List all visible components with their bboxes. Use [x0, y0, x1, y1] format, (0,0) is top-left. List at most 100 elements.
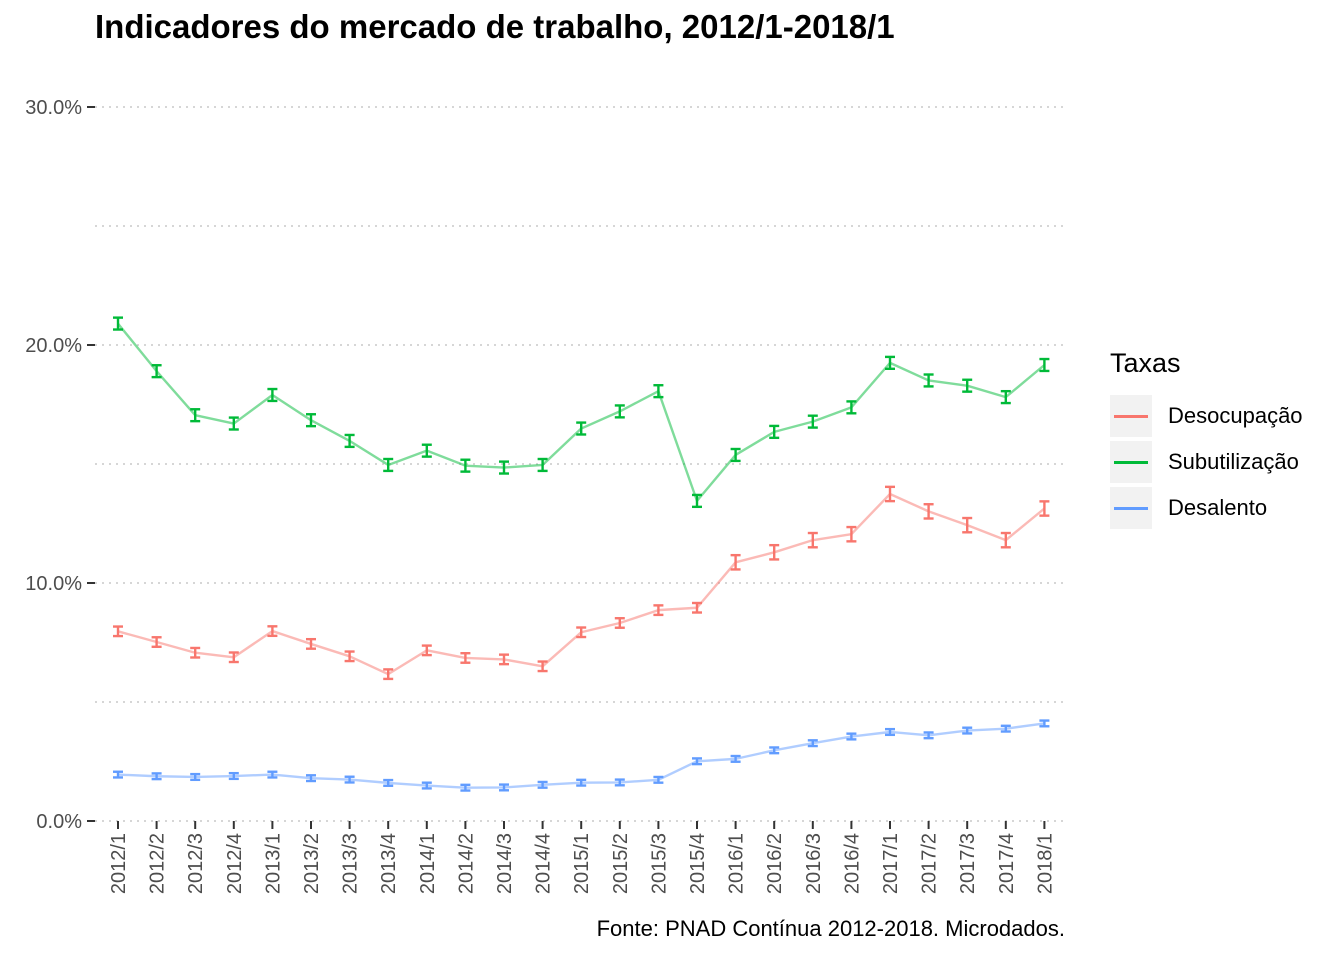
- error-bar: [306, 774, 316, 783]
- error-bar: [769, 543, 780, 561]
- error-bar: [1000, 531, 1011, 549]
- series-3: [113, 719, 1050, 792]
- legend: Taxas Desocupação Subutilização Desalento: [1110, 348, 1303, 531]
- legend-label: Desocupação: [1168, 403, 1303, 428]
- error-bar: [692, 601, 702, 614]
- error-bar: [421, 644, 432, 657]
- series-line: [117, 492, 1046, 676]
- x-tick-label: 2012/1: [108, 833, 130, 894]
- error-bar: [421, 781, 432, 790]
- y-tick-label: 20.0%: [25, 335, 82, 357]
- error-bar: [807, 739, 818, 748]
- x-tick-label: 2017/1: [880, 833, 902, 894]
- legend-key: [1110, 395, 1152, 437]
- error-bar: [846, 732, 857, 741]
- error-bar: [267, 625, 278, 638]
- error-bar: [846, 525, 857, 543]
- error-bar: [344, 775, 355, 784]
- error-bar: [460, 783, 471, 792]
- series-1: [113, 485, 1050, 681]
- error-bar: [846, 400, 857, 415]
- error-bar: [1000, 724, 1011, 733]
- series-line: [117, 322, 1046, 503]
- series-2: [113, 316, 1050, 509]
- y-tick-label: 10.0%: [25, 573, 82, 595]
- x-tick-label: 2013/4: [378, 833, 400, 894]
- error-bar: [614, 617, 625, 629]
- source-caption: Fonte: PNAD Contínua 2012-2018. Microdad…: [596, 916, 1065, 941]
- error-bar: [807, 531, 818, 549]
- x-tick-label: 2017/2: [919, 833, 941, 894]
- error-bar: [228, 416, 239, 431]
- error-bar: [499, 783, 509, 792]
- error-bar: [267, 387, 278, 403]
- error-bar: [885, 485, 895, 503]
- x-tick-label: 2016/4: [841, 833, 863, 894]
- error-bar: [537, 780, 548, 789]
- x-tick-label: 2013/2: [301, 833, 323, 894]
- x-tick-label: 2015/3: [648, 833, 670, 894]
- error-bar: [151, 364, 162, 379]
- axes: 0.0% 10.0% 20.0% 30.0% 2012/1 2012/2 2012/3 201…: [25, 97, 1056, 894]
- error-bar: [190, 772, 201, 782]
- y-tick-label: 0.0%: [36, 811, 82, 833]
- legend-key: [1110, 441, 1152, 483]
- error-bar: [537, 660, 548, 673]
- error-bar: [653, 384, 664, 399]
- x-tick-label: 2017/4: [996, 833, 1018, 894]
- x-tick-label: 2015/1: [571, 833, 593, 894]
- x-tick-label: 2012/3: [185, 833, 207, 894]
- error-bar: [190, 408, 201, 423]
- error-bar: [962, 516, 973, 534]
- error-bar: [113, 625, 123, 638]
- error-bar: [576, 421, 587, 436]
- error-bar: [460, 458, 471, 473]
- error-bar: [923, 731, 934, 740]
- error-bar: [383, 457, 394, 473]
- series-line: [117, 722, 1045, 789]
- x-tick-label: 2014/2: [455, 833, 477, 894]
- error-bar: [113, 316, 123, 331]
- legend-key: [1110, 487, 1152, 529]
- legend-swatch: [1114, 461, 1148, 464]
- x-tick-label: 2014/1: [417, 833, 439, 894]
- error-bar: [653, 604, 664, 617]
- x-tick-label: 2018/1: [1034, 833, 1056, 894]
- legend-label: Subutilização: [1168, 449, 1299, 474]
- error-bar: [962, 726, 973, 735]
- error-bar: [228, 771, 239, 781]
- error-bar: [730, 754, 741, 763]
- error-bar: [885, 355, 895, 370]
- error-bar: [576, 778, 587, 787]
- error-bar: [769, 424, 780, 440]
- error-bar: [1039, 500, 1050, 517]
- error-bar: [306, 413, 316, 428]
- error-bar: [807, 414, 818, 429]
- x-tick-label: 2017/3: [957, 833, 979, 894]
- error-bar: [1039, 357, 1050, 373]
- legend-swatch: [1114, 507, 1148, 510]
- error-bar: [614, 404, 625, 419]
- error-bar: [228, 651, 239, 664]
- error-bar: [923, 503, 934, 520]
- error-bar: [537, 457, 548, 473]
- error-bar: [730, 447, 741, 463]
- x-tick-label: 2012/2: [147, 833, 169, 894]
- error-bar: [692, 757, 702, 766]
- legend-swatch: [1114, 415, 1148, 418]
- error-bar: [614, 778, 625, 787]
- error-bar: [190, 646, 201, 659]
- error-bar: [576, 626, 587, 639]
- x-tick-label: 2012/4: [224, 833, 246, 894]
- error-bar: [730, 553, 741, 571]
- grid-lines: [95, 106, 1066, 822]
- x-tick-label: 2016/1: [726, 833, 748, 894]
- x-tick-label: 2013/3: [340, 833, 362, 894]
- error-bar: [885, 727, 895, 737]
- legend-label: Desalento: [1168, 495, 1268, 520]
- error-bar: [151, 772, 162, 781]
- error-bar: [1000, 389, 1011, 405]
- error-bar: [499, 460, 509, 475]
- error-bar: [1039, 719, 1050, 728]
